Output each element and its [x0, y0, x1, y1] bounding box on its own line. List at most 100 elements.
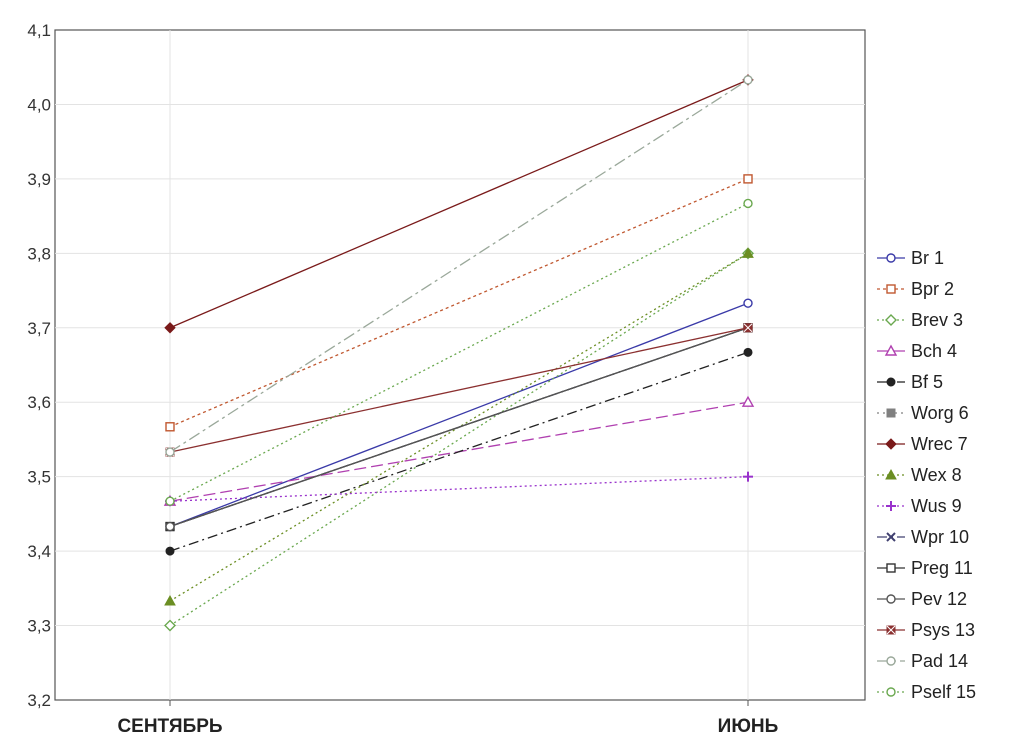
series-8 — [164, 247, 754, 606]
legend-swatch-marker — [886, 656, 896, 666]
legend-label: Preg 11 — [911, 558, 973, 578]
data-point — [741, 395, 755, 407]
marker-shape — [886, 532, 896, 542]
series-5 — [165, 347, 753, 556]
series-line — [169, 327, 749, 453]
y-tick-label: 3,7 — [27, 319, 51, 338]
legend-label: Wex 8 — [911, 465, 962, 485]
marker-shape — [886, 687, 896, 697]
series-line — [169, 327, 749, 528]
series-line — [169, 202, 749, 502]
series-line — [169, 351, 749, 552]
legend-item: Bpr 2 — [877, 279, 954, 299]
marker-shape — [886, 284, 896, 294]
marker-shape — [743, 347, 753, 357]
data-point — [743, 347, 753, 357]
x-tick-label: ИЮНЬ — [718, 716, 779, 737]
legend-item: Bch 4 — [877, 341, 957, 361]
marker-shape — [164, 322, 176, 334]
legend-swatch-marker — [886, 594, 896, 604]
legend-item: Wus 9 — [877, 496, 962, 516]
data-point — [743, 75, 753, 85]
data-point — [743, 198, 753, 209]
legend-item: Wex 8 — [877, 465, 962, 485]
marker-shape — [886, 594, 896, 604]
marker-shape — [885, 314, 897, 326]
marker-shape — [743, 75, 753, 85]
data-point — [743, 471, 753, 482]
legend-label: Bch 4 — [911, 341, 957, 361]
legend-label: Bpr 2 — [911, 279, 954, 299]
marker-shape — [164, 594, 176, 606]
marker-shape — [741, 395, 755, 407]
legend-swatch-marker — [886, 408, 896, 418]
data-point — [165, 447, 175, 457]
data-point — [742, 247, 754, 258]
legend-swatch-marker — [886, 253, 896, 263]
series-line — [169, 178, 749, 428]
y-tick-label: 4,0 — [27, 95, 51, 114]
legend-label: Psys 13 — [911, 620, 975, 640]
legend-item: Br 1 — [877, 248, 944, 268]
marker-shape — [165, 422, 175, 432]
legend-swatch-marker — [885, 468, 897, 480]
axis-labels: 3,2 3,3 3,4 3,5 3,6 3,7 3,8 3,9 4,0 4,1 СЕНТЯБРЬ ИЮ… — [27, 21, 778, 737]
grid-lines — [55, 30, 865, 700]
legend-swatch-marker — [885, 438, 897, 450]
marker-shape — [743, 298, 753, 308]
marker-shape — [743, 323, 753, 333]
series-15 — [165, 198, 753, 506]
legend: Br 1 Bpr 2 Brev 3 Bch 4 Bf 5 Worg 6 Wrec 7 Wex … — [877, 248, 976, 702]
legend-label: Worg 6 — [911, 403, 969, 423]
marker-shape — [886, 408, 896, 418]
y-tick-label: 3,2 — [27, 691, 51, 710]
legend-swatch-marker — [886, 377, 896, 387]
legend-item: Psys 13 — [877, 620, 975, 640]
marker-shape — [742, 247, 754, 258]
legend-swatch-marker — [886, 501, 896, 511]
marker-shape — [884, 344, 898, 356]
legend-swatch-marker — [884, 344, 898, 356]
y-tick-label: 3,5 — [27, 468, 51, 487]
marker-shape — [886, 253, 896, 263]
y-tick-label: 4,1 — [27, 21, 51, 40]
data-point — [743, 174, 753, 184]
data-point — [165, 521, 175, 532]
marker-shape — [165, 546, 175, 556]
legend-item: Pself 15 — [877, 682, 976, 702]
marker-shape — [886, 563, 896, 573]
data-point — [164, 322, 176, 334]
x-tick-label: СЕНТЯБРЬ — [117, 716, 222, 737]
marker-shape — [743, 174, 753, 184]
y-tick-label: 3,8 — [27, 244, 51, 263]
legend-item: Pad 14 — [877, 651, 968, 671]
data-point — [164, 594, 176, 606]
series-line — [169, 476, 749, 502]
legend-swatch-marker — [886, 687, 896, 697]
data-point — [743, 323, 753, 333]
marker-shape — [165, 521, 175, 532]
series-line — [169, 79, 749, 329]
legend-label: Wus 9 — [911, 496, 962, 516]
legend-label: Br 1 — [911, 248, 944, 268]
legend-item: Pev 12 — [877, 589, 967, 609]
legend-label: Bf 5 — [911, 372, 943, 392]
plot-area — [54, 29, 866, 701]
legend-swatch-marker — [886, 563, 896, 573]
series-lines — [163, 74, 755, 632]
marker-shape — [885, 438, 897, 450]
data-point — [165, 546, 175, 556]
data-point — [165, 496, 175, 506]
y-tick-label: 3,6 — [27, 393, 51, 412]
legend-label: Wpr 10 — [911, 527, 969, 547]
legend-swatch-marker — [886, 532, 896, 542]
y-tick-label: 3,9 — [27, 170, 51, 189]
marker-shape — [165, 447, 175, 457]
legend-item: Wpr 10 — [877, 527, 969, 547]
legend-item: Wrec 7 — [877, 434, 968, 454]
legend-label: Pev 12 — [911, 589, 967, 609]
series-3 — [164, 247, 754, 632]
series-2 — [165, 174, 753, 432]
